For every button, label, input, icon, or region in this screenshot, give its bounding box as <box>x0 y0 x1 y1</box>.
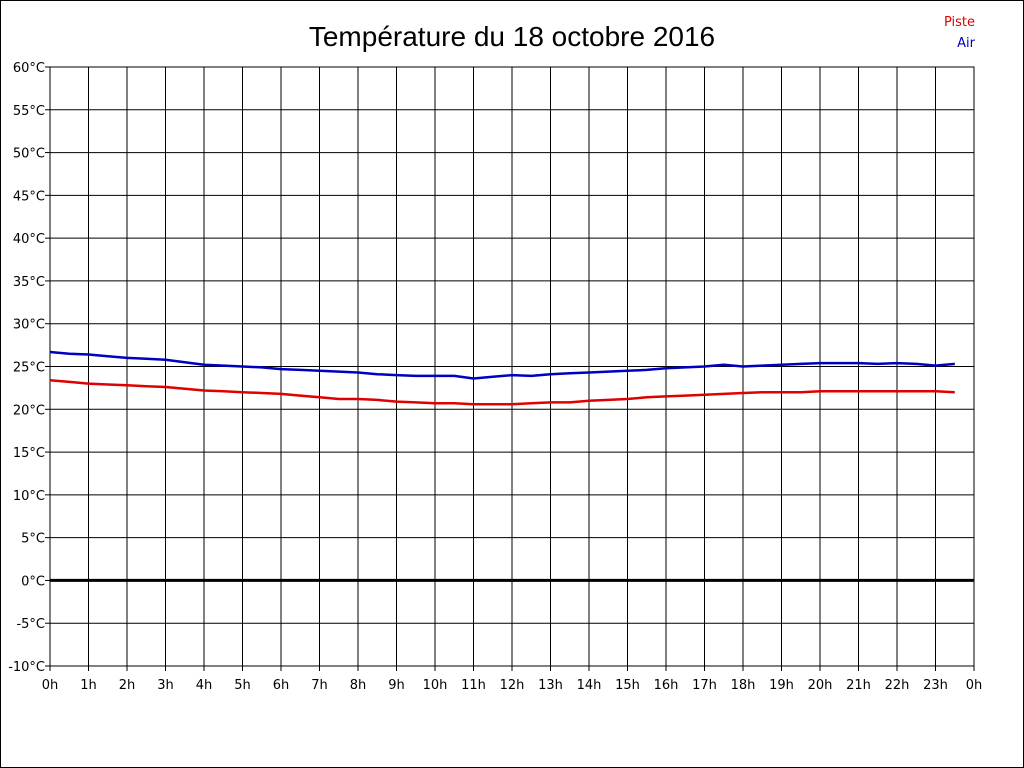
x-tick-label: 8h <box>350 678 367 693</box>
y-tick-label: -10°C <box>8 660 45 675</box>
x-axis-ticks: 0h 1h 2h 3h 4h 5h 6h 7h 8h 9h 10h 11h 12h 13h 14h 15h 16… <box>42 666 983 693</box>
x-tick-label: 9h <box>388 678 405 693</box>
y-tick-label: 30°C <box>13 318 45 333</box>
x-tick-label: 5h <box>234 678 251 693</box>
grid <box>49 66 975 667</box>
y-tick-label: 40°C <box>13 232 45 247</box>
y-tick-label: 60°C <box>13 61 45 76</box>
y-tick-label: 15°C <box>13 446 45 461</box>
x-tick-label: 0h <box>966 678 983 693</box>
x-tick-label: 18h <box>731 678 756 693</box>
x-tick-label: 13h <box>538 678 563 693</box>
legend: Piste Air <box>944 15 976 51</box>
y-tick-label: 25°C <box>13 361 45 376</box>
x-tick-label: 17h <box>692 678 717 693</box>
x-tick-label: 1h <box>80 678 97 693</box>
y-tick-label: 10°C <box>13 489 45 504</box>
y-tick-label: 35°C <box>13 275 45 290</box>
y-tick-label: 55°C <box>13 104 45 119</box>
x-tick-label: 7h <box>311 678 328 693</box>
x-tick-label: 0h <box>42 678 59 693</box>
x-tick-label: 15h <box>615 678 640 693</box>
legend-entry-piste: Piste <box>944 15 975 30</box>
x-tick-label: 22h <box>885 678 910 693</box>
x-tick-label: 3h <box>157 678 174 693</box>
x-tick-label: 21h <box>846 678 871 693</box>
x-tick-label: 10h <box>423 678 448 693</box>
legend-entry-air: Air <box>957 36 976 51</box>
x-tick-label: 14h <box>577 678 602 693</box>
y-tick-label: 50°C <box>13 147 45 162</box>
x-tick-label: 6h <box>273 678 290 693</box>
x-tick-label: 12h <box>500 678 525 693</box>
y-tick-label: 0°C <box>21 574 45 589</box>
x-tick-label: 2h <box>119 678 136 693</box>
series-lines <box>49 350 955 406</box>
series-line-piste <box>49 378 955 406</box>
x-tick-label: 20h <box>808 678 833 693</box>
x-tick-label: 23h <box>923 678 948 693</box>
x-tick-label: 4h <box>196 678 213 693</box>
x-tick-label: 19h <box>769 678 794 693</box>
series-line-air <box>49 350 955 380</box>
x-tick-label: 11h <box>461 678 486 693</box>
y-tick-label: 20°C <box>13 403 45 418</box>
y-tick-label: 5°C <box>21 532 45 547</box>
chart-title: Température du 18 octobre 2016 <box>309 21 715 52</box>
x-tick-label: 16h <box>654 678 679 693</box>
y-tick-label: 45°C <box>13 189 45 204</box>
y-axis-ticks: 60°C 55°C 50°C 45°C 40°C 35°C 30°C 25°C 20°C 15°C… <box>8 61 50 675</box>
y-tick-label: -5°C <box>16 617 45 632</box>
